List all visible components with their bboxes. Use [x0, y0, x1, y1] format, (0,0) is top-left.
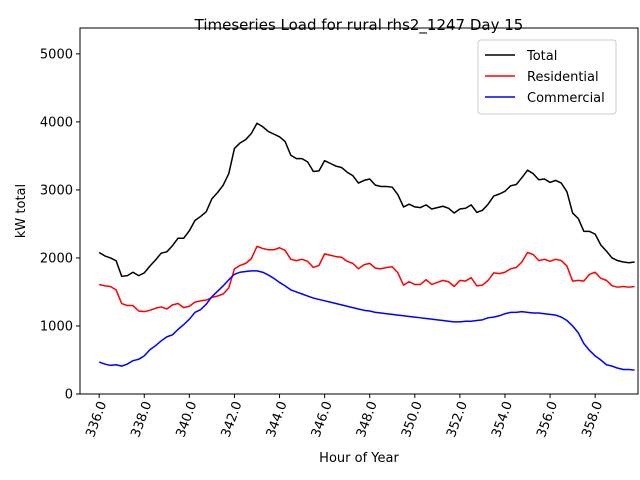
y-tick-label: 5000 — [40, 47, 73, 62]
y-tick-label: 1000 — [40, 319, 73, 334]
y-tick-label: 3000 — [40, 183, 73, 198]
x-axis-label: Hour of Year — [319, 451, 399, 466]
legend: Total Residential Commercial — [477, 39, 617, 115]
series-line-commercial — [98, 270, 635, 371]
legend-box — [477, 39, 617, 115]
y-tick-label: 0 — [65, 388, 73, 403]
series-lines — [98, 122, 635, 371]
legend-label-commercial: Commercial — [527, 91, 605, 106]
y-axis-label: kW total — [14, 184, 29, 238]
y-tick-label: 4000 — [40, 115, 73, 130]
series-line-residential — [98, 245, 635, 313]
plot-area-frame — [79, 27, 639, 395]
legend-label-residential: Residential — [527, 70, 599, 85]
legend-label-total: Total — [526, 49, 557, 64]
series-line-total — [98, 122, 635, 278]
chart-title: Timeseries Load for rural rhs2_1247 Day … — [194, 16, 524, 35]
y-tick-label: 2000 — [40, 251, 73, 266]
